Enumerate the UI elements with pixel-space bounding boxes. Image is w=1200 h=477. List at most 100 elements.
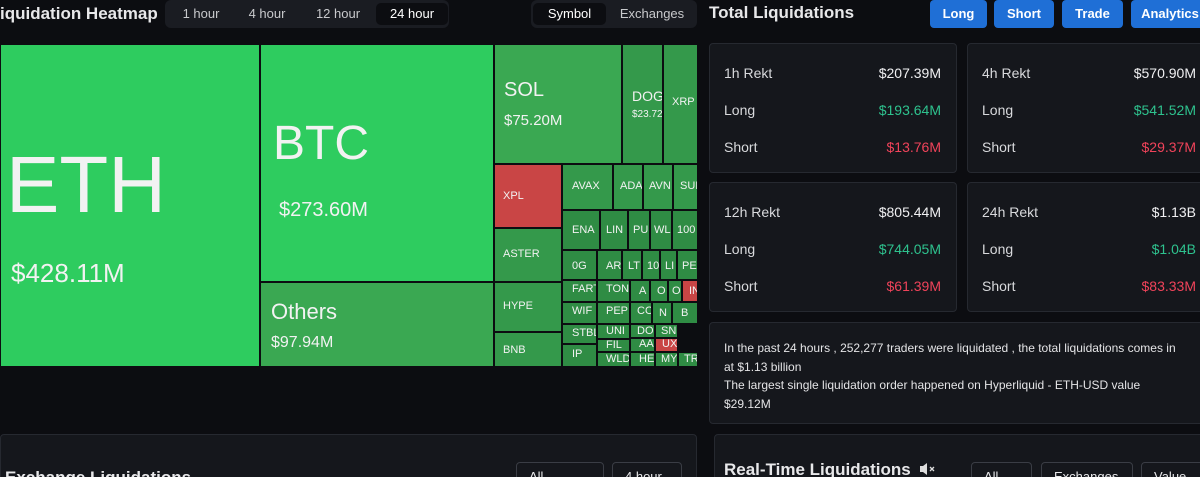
heatmap-tile[interactable]: AVN xyxy=(643,164,673,210)
tile-label: LI xyxy=(665,260,675,272)
card-value: $1.04B xyxy=(1151,241,1196,257)
treemap: ETH $428.11M BTC $273.60M Others $97.94M SOL $7… xyxy=(0,44,698,367)
tile-label: AR xyxy=(606,260,622,272)
summary-line: $29.12M xyxy=(724,396,771,411)
tile-label: AA xyxy=(639,338,654,350)
heatmap-tile[interactable]: SOL $75.20M xyxy=(494,44,622,164)
heatmap-tile[interactable]: FIL xyxy=(597,339,630,352)
heatmap-tile[interactable]: AR xyxy=(597,250,622,280)
dropdown[interactable]: Exchanges xyxy=(1041,462,1133,477)
heatmap-tile[interactable]: N xyxy=(652,302,672,324)
heatmap-tile[interactable]: DO xyxy=(630,324,655,338)
heatmap-tile[interactable]: ETH $428.11M xyxy=(0,44,260,367)
heatmap-tile[interactable]: LT xyxy=(622,250,642,280)
tile-label: DOG xyxy=(632,88,663,104)
heatmap-tile[interactable]: ASTER xyxy=(494,228,562,282)
heatmap-tile[interactable]: TR xyxy=(678,352,698,367)
heatmap-tile[interactable]: 0G xyxy=(562,250,597,280)
heatmap-tile[interactable]: HYPE xyxy=(494,282,562,332)
tile-label: PEP xyxy=(606,305,629,317)
card-label: Short xyxy=(724,139,758,155)
card-label: 12h Rekt xyxy=(724,204,781,220)
heatmap-tile[interactable]: UNI xyxy=(597,324,630,339)
heatmap-tile[interactable]: IP xyxy=(562,344,597,367)
rekt-card xyxy=(709,182,957,312)
heatmap-tile[interactable]: O xyxy=(668,280,682,302)
summary-text: In the past 24 hours , 252,277 traders w… xyxy=(724,339,1176,413)
button[interactable]: Short xyxy=(994,0,1054,28)
heatmap-tile[interactable]: PE xyxy=(677,250,698,280)
button[interactable]: Long xyxy=(930,0,987,28)
card-value: $13.76M xyxy=(886,139,941,155)
tab[interactable]: 1 hour xyxy=(182,6,220,21)
card-value: $83.33M xyxy=(1141,278,1196,294)
tile-label: O xyxy=(672,285,681,297)
heatmap-tile[interactable]: 10 xyxy=(642,250,660,280)
heatmap-tile[interactable]: MY xyxy=(655,352,678,367)
tile-label: PUI xyxy=(633,224,650,236)
heatmap-tile[interactable]: WIF xyxy=(562,302,597,324)
heatmap-tile[interactable]: SUI xyxy=(673,164,698,210)
heatmap-tile[interactable]: B xyxy=(672,302,698,324)
tab-active[interactable]: 24 hour xyxy=(376,3,448,25)
tab[interactable]: 4 hour xyxy=(248,6,286,21)
tile-label: TR xyxy=(684,353,698,365)
rekt-card xyxy=(967,182,1200,312)
heatmap-tile[interactable]: XRP xyxy=(663,44,698,164)
tile-label: TON xyxy=(606,283,630,295)
heatmap-tile[interactable]: IN xyxy=(682,280,698,302)
heatmap-tile[interactable]: LIN xyxy=(600,210,628,250)
tile-label: ETH xyxy=(6,140,166,229)
heatmap-tile[interactable]: SN xyxy=(655,324,678,338)
heatmap-tile[interactable]: ADA xyxy=(613,164,643,210)
heatmap-tile[interactable]: PUI xyxy=(628,210,650,250)
tile-label: SN xyxy=(661,325,677,337)
heatmap-tile[interactable]: AVAX xyxy=(562,164,613,210)
heatmap-tile[interactable]: WL xyxy=(650,210,672,250)
heatmap-tile[interactable]: STBL xyxy=(562,324,597,344)
tile-label: A xyxy=(639,285,647,297)
tile-label: SUI xyxy=(680,180,698,192)
tab[interactable]: 12 hour xyxy=(315,6,361,21)
mute-icon[interactable] xyxy=(918,461,938,477)
heatmap-tile[interactable]: LI xyxy=(660,250,677,280)
heatmap-tile[interactable]: BNB xyxy=(494,332,562,367)
dropdown[interactable]: 4 hour xyxy=(612,462,682,477)
heatmap-tile[interactable]: TON xyxy=(597,280,630,302)
tile-label: O xyxy=(657,285,666,297)
heatmap-tile[interactable]: WLD xyxy=(597,352,630,367)
button[interactable]: Analytics xyxy=(1131,0,1200,28)
card-value: $805.44M xyxy=(878,204,941,220)
tab-active[interactable]: Symbol xyxy=(533,3,606,25)
heatmap-tile[interactable]: A xyxy=(630,280,650,302)
tile-label: BTC xyxy=(273,117,369,170)
heatmap-tile[interactable]: Others $97.94M xyxy=(260,282,494,367)
heatmap-tile[interactable]: O xyxy=(650,280,668,302)
tile-label: FIL xyxy=(606,339,622,351)
card-label: Short xyxy=(982,278,1016,294)
tile-label: 0G xyxy=(572,260,587,272)
tab[interactable]: Exchanges xyxy=(619,6,685,21)
heatmap-tile[interactable]: DOG $23.72 xyxy=(622,44,663,164)
heatmap-tile[interactable]: BTC $273.60M xyxy=(260,44,494,282)
dropdown[interactable]: All xyxy=(516,462,604,477)
tile-label: PE xyxy=(682,260,697,272)
dropdown[interactable]: Value xyxy=(1141,462,1200,477)
heatmap-tile[interactable]: 100 xyxy=(672,210,698,250)
dropdown[interactable]: All xyxy=(971,462,1032,477)
card-label: 4h Rekt xyxy=(982,65,1031,81)
heatmap-tile[interactable]: HE xyxy=(630,352,655,367)
card-label: Short xyxy=(724,278,758,294)
heatmap-tile[interactable]: XPL xyxy=(494,164,562,228)
tile-label: CO xyxy=(637,305,652,317)
card-value: $193.64M xyxy=(878,102,941,118)
heatmap-tile[interactable]: CO xyxy=(630,302,652,324)
heatmap-tile[interactable]: AA xyxy=(630,338,655,352)
heatmap-tile[interactable]: PEP xyxy=(597,302,630,324)
tile-label: IN xyxy=(689,285,697,297)
button[interactable]: Trade xyxy=(1062,0,1123,28)
heatmap-tile[interactable]: UX xyxy=(655,338,678,352)
heatmap-tile[interactable]: ENA xyxy=(562,210,600,250)
